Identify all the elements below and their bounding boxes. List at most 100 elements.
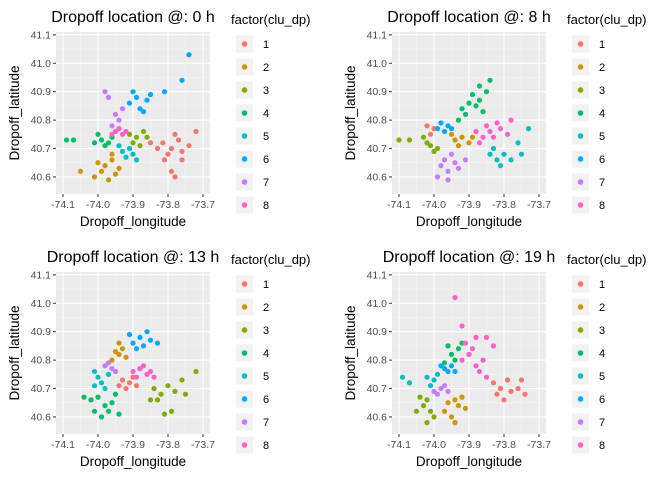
data-point-cluster-1: [424, 123, 430, 129]
data-point-cluster-1: [172, 174, 178, 180]
data-point-cluster-1: [501, 397, 507, 403]
data-point-cluster-6: [126, 100, 133, 106]
data-point-cluster-4: [102, 143, 108, 149]
data-point-cluster-7: [434, 174, 441, 180]
data-point-cluster-3: [396, 137, 402, 143]
legend-label: 8: [599, 200, 605, 212]
data-point-cluster-2: [462, 405, 469, 411]
y-tick-label: 41.0: [367, 58, 388, 70]
legend: factor(clu_dp) 1 2 3 4 5 6 7 8: [567, 252, 646, 454]
legend-label: 4: [599, 348, 605, 360]
data-point-cluster-4: [452, 357, 458, 363]
data-point-cluster-4: [112, 391, 119, 397]
data-point-cluster-4: [102, 403, 108, 409]
x-axis-label: Dropoff_longitude: [80, 214, 186, 229]
data-point-cluster-1: [119, 377, 126, 383]
data-point-cluster-1: [186, 143, 192, 149]
legend-label: 8: [263, 200, 269, 212]
data-point-cluster-2: [452, 420, 458, 426]
data-point-cluster-4: [95, 394, 101, 400]
data-point-cluster-6: [133, 346, 140, 352]
data-point-cluster-1: [175, 137, 182, 143]
chart-panel-0: -74.1 -74.0 -73.9 -73.8 -73.7 40.6 40.7 40.8 40.…: [7, 9, 310, 229]
data-point-cluster-1: [427, 131, 434, 137]
legend-swatch-7: [577, 179, 584, 185]
data-point-cluster-8: [483, 334, 490, 340]
y-axis-label: Dropoff_latitude: [7, 305, 22, 400]
y-axis-label: Dropoff_latitude: [343, 305, 358, 400]
data-point-cluster-2: [455, 143, 462, 149]
data-point-cluster-2: [455, 403, 462, 409]
legend-label: 1: [599, 279, 605, 291]
legend-label: 2: [263, 302, 269, 314]
data-point-cluster-6: [161, 89, 168, 95]
data-point-cluster-6: [126, 331, 133, 338]
legend-label: 5: [263, 371, 269, 383]
data-point-cluster-1: [123, 385, 129, 392]
data-point-cluster-6: [133, 94, 140, 100]
data-point-cluster-2: [448, 414, 455, 420]
legend-swatch-5: [577, 133, 584, 139]
y-tick-label: 40.8: [31, 115, 52, 127]
data-point-cluster-3: [424, 397, 430, 403]
legend-label: 3: [263, 325, 269, 337]
data-point-cluster-5: [105, 371, 112, 377]
x-tick-label: -73.8: [492, 439, 516, 451]
data-point-cluster-4: [445, 343, 451, 349]
data-point-cluster-5: [487, 151, 493, 157]
data-point-cluster-1: [515, 385, 521, 392]
data-point-cluster-4: [476, 97, 483, 103]
data-point-cluster-7: [445, 388, 451, 394]
data-point-cluster-2: [116, 351, 122, 357]
x-tick-label: -74.1: [51, 439, 75, 451]
data-point-cluster-4: [459, 106, 465, 112]
chart-title: Dropoff location @: 19 h: [383, 249, 556, 266]
x-tick-label: -73.7: [527, 199, 551, 211]
legend-swatch-2: [241, 304, 248, 310]
data-point-cluster-2: [109, 157, 115, 163]
legend-label: 4: [599, 108, 605, 120]
data-point-cluster-8: [133, 374, 140, 380]
data-point-cluster-2: [441, 408, 448, 414]
data-point-cluster-6: [154, 340, 161, 346]
gridlines: [392, 32, 546, 194]
data-point-cluster-4: [466, 100, 472, 106]
data-point-cluster-4: [95, 131, 101, 137]
data-point-cluster-3: [427, 408, 434, 414]
legend-label: 3: [599, 325, 605, 337]
legend-label: 7: [599, 177, 605, 189]
data-point-cluster-7: [441, 157, 448, 163]
legend-swatch-7: [241, 419, 248, 425]
data-point-cluster-4: [469, 91, 476, 98]
data-point-cluster-6: [434, 126, 441, 132]
data-point-cluster-5: [424, 374, 430, 380]
data-point-cluster-8: [480, 134, 486, 140]
legend-swatch-7: [577, 419, 584, 425]
data-point-cluster-8: [140, 363, 147, 369]
y-axis-label: Dropoff_latitude: [7, 65, 22, 160]
legend-swatch-6: [577, 396, 584, 402]
legend-title: factor(clu_dp): [567, 12, 646, 27]
data-point-cluster-6: [130, 340, 136, 346]
legend-label: 7: [263, 177, 269, 189]
data-point-cluster-5: [95, 374, 101, 380]
data-point-cluster-2: [123, 354, 129, 360]
data-point-cluster-8: [466, 351, 472, 357]
data-point-cluster-3: [154, 397, 161, 403]
data-point-cluster-1: [154, 145, 161, 152]
data-point-cluster-3: [424, 140, 430, 146]
data-points: [396, 77, 532, 183]
x-tick-label: -73.9: [121, 439, 145, 451]
data-point-cluster-7: [441, 383, 448, 389]
data-point-cluster-8: [490, 134, 497, 140]
legend-title: factor(clu_dp): [231, 12, 310, 27]
legend-swatch-7: [241, 179, 248, 185]
x-tick-label: -73.9: [121, 199, 145, 211]
data-point-cluster-2: [77, 168, 84, 174]
data-point-cluster-4: [98, 137, 105, 143]
legend-swatch-6: [241, 156, 248, 162]
legend-label: 4: [263, 108, 269, 120]
data-point-cluster-8: [151, 374, 157, 380]
data-points: [63, 52, 199, 183]
